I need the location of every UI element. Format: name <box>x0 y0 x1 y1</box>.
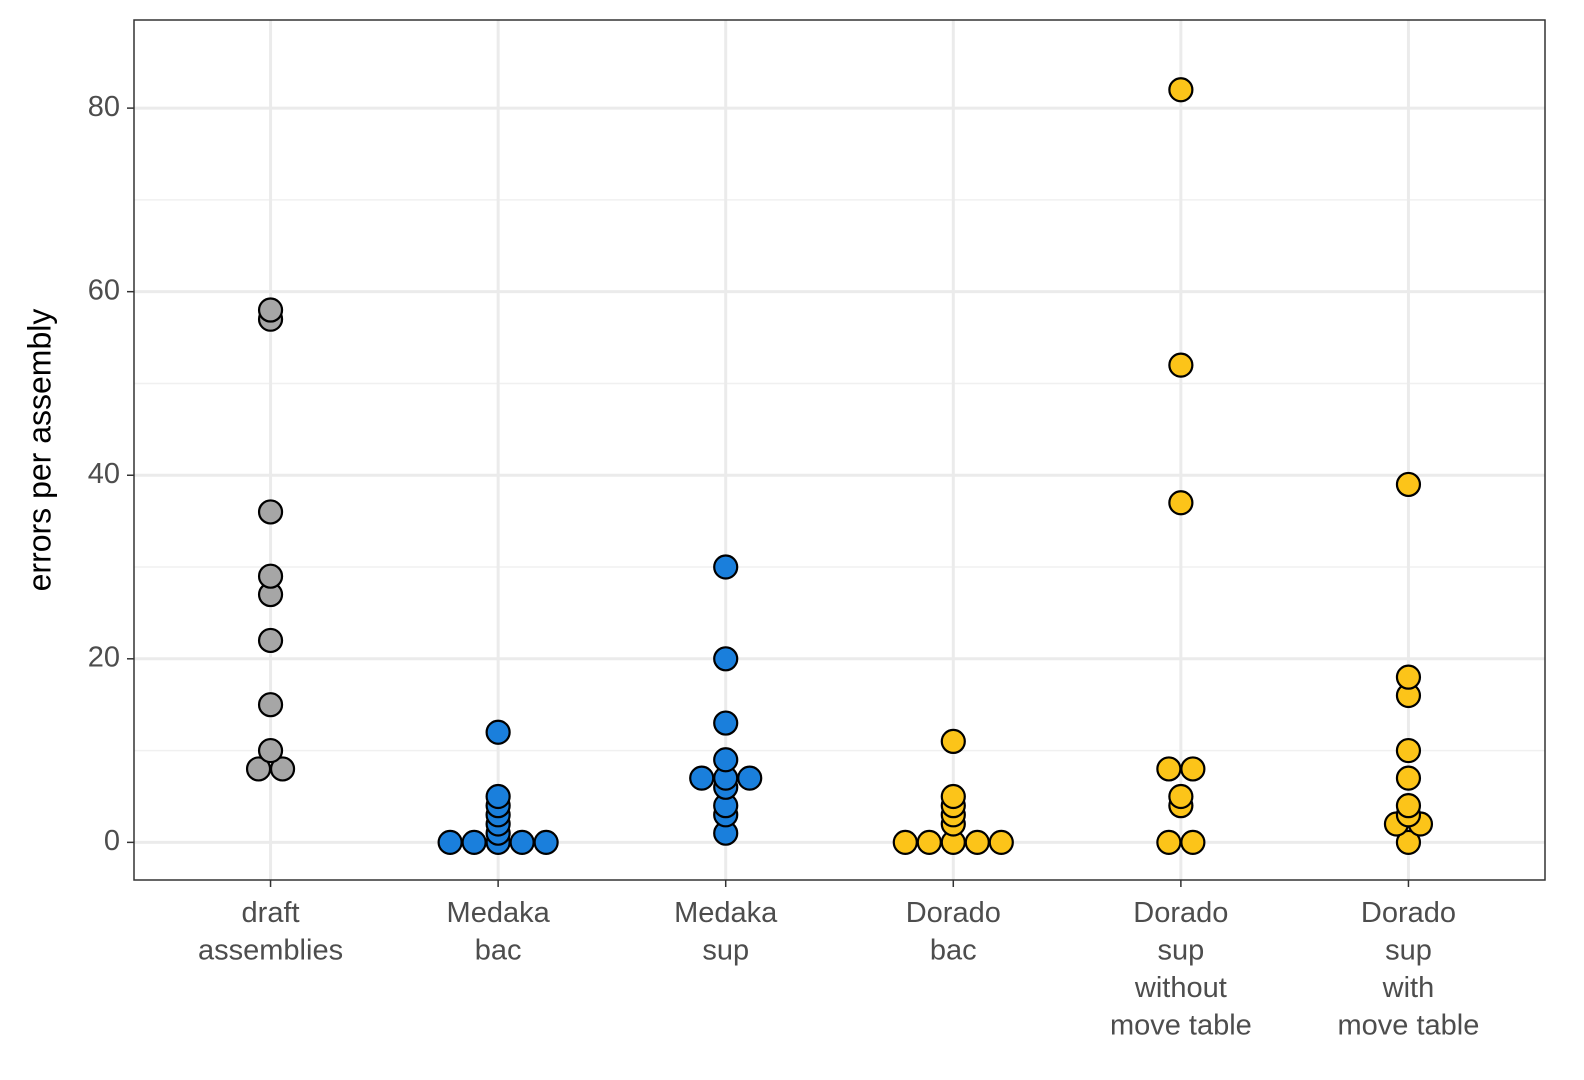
y-tick-label: 40 <box>88 458 120 490</box>
dot <box>1395 829 1422 855</box>
dot <box>257 692 284 718</box>
dot <box>988 829 1014 855</box>
dot <box>713 554 739 580</box>
dot <box>437 829 463 855</box>
dot <box>1156 829 1182 855</box>
dot <box>485 719 511 745</box>
dot <box>509 829 535 855</box>
plot-border <box>133 19 1546 881</box>
x-tick-label: draft assemblies <box>198 897 343 967</box>
y-tick-label: 0 <box>104 825 120 857</box>
dot <box>461 829 487 855</box>
dot <box>689 765 715 791</box>
dot <box>1168 77 1194 103</box>
dot <box>533 829 559 855</box>
dot <box>964 829 990 855</box>
dot <box>485 783 511 810</box>
dot <box>269 756 296 782</box>
dot <box>1395 765 1422 791</box>
y-tick-label: 60 <box>88 274 120 306</box>
dot <box>940 783 966 810</box>
plot-background <box>134 20 1545 880</box>
x-tick-label: Dorado sup with move table <box>1338 897 1480 1042</box>
dot <box>1395 664 1422 690</box>
dot <box>1395 793 1422 819</box>
dot <box>257 737 284 764</box>
dot <box>1180 756 1206 782</box>
y-tick-label: 20 <box>88 641 120 673</box>
dot <box>940 728 966 755</box>
dot <box>1395 471 1422 498</box>
x-tick-label: Medaka sup <box>674 897 778 967</box>
x-tick-label: Medaka bac <box>447 897 551 967</box>
dot <box>713 646 739 672</box>
x-tick-label: Dorado sup without move table <box>1110 897 1252 1042</box>
dot <box>257 627 284 654</box>
dot <box>1180 829 1206 855</box>
y-axis-title: errors per assembly <box>21 309 57 592</box>
dot <box>1168 783 1194 810</box>
dot <box>892 829 918 855</box>
dot <box>257 297 284 323</box>
dot <box>1168 490 1194 516</box>
dot <box>737 765 763 791</box>
dot <box>1156 756 1182 782</box>
dot <box>713 710 739 736</box>
dot <box>916 829 942 855</box>
x-tick-label: Dorado bac <box>906 897 1001 967</box>
dot <box>257 499 284 525</box>
dot <box>257 563 284 589</box>
y-tick-label: 80 <box>88 91 120 123</box>
dot <box>713 747 739 773</box>
dot <box>1168 352 1194 378</box>
dot <box>1395 737 1422 764</box>
